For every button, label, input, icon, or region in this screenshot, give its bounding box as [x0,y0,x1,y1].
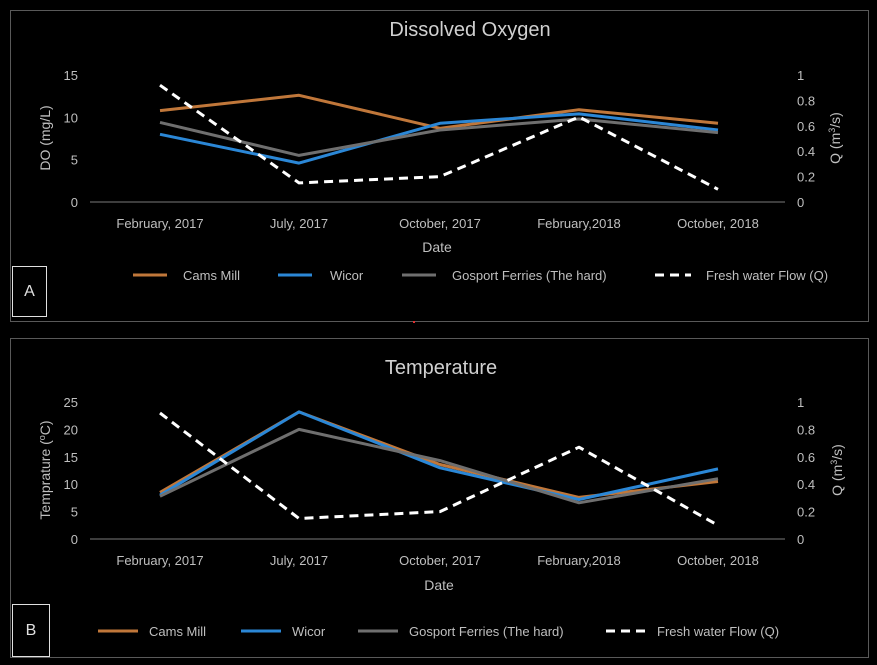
y-tick-label: 0 [71,532,78,547]
temperature-chart: Temperature Date Temprature (oC) Q (m3/s… [37,357,845,639]
series-line-wicor [159,112,719,165]
x-axis-title: Date [422,239,452,255]
chart-title: Temperature [385,357,497,379]
y-tick-label: 5 [71,505,78,520]
series-line-fresh-water-flow-q [159,411,719,527]
y2-axis-title-suffix: /s) [827,112,843,128]
series-line-cams-mill [159,93,719,130]
legend-label: Fresh water Flow (Q) [657,624,779,639]
plot-area: 0 5 10 15 0 0.2 0.4 0.6 0.8 1 February, 2017 July, … [64,68,816,231]
x-tick-label: February,2018 [537,216,621,231]
y2-axis-title-sup: 3 [827,128,837,133]
x-tick-label: February, 2017 [116,553,203,568]
y-axis-title: DO (mg/L) [37,105,53,170]
chart-panel-b [10,338,869,658]
y2-tick-label: 0.4 [797,144,815,159]
y-tick-label: 0 [71,195,78,210]
y2-axis-title-prefix: Q (m [829,465,845,496]
y2-tick-label: 0 [797,532,804,547]
series-line-gosport-ferries-the-hard [159,117,719,157]
y2-tick-label: 1 [797,395,804,410]
y-axis-title: Temprature (oC) [37,420,53,519]
y2-tick-label: 1 [797,68,804,83]
y2-axis-title-suffix: /s) [829,444,845,460]
y-tick-label: 15 [64,450,78,465]
legend-label: Gosport Ferries (The hard) [409,624,564,639]
y2-axis-title: Q (m3/s) [829,444,845,496]
legend-label: Wicor [292,624,326,639]
legend: Cams Mill Wicor Gosport Ferries (The hard)… [133,268,828,283]
x-tick-label: October, 2018 [677,553,759,568]
y2-tick-label: 0.8 [797,93,815,108]
y-tick-label: 15 [64,68,78,83]
y2-tick-label: 0.8 [797,422,815,437]
y-tick-label: 10 [64,477,78,492]
y-tick-label: 20 [64,422,78,437]
x-tick-label: October, 2017 [399,553,481,568]
y2-axis-title: Q (m3/s) [827,112,843,164]
y2-tick-label: 0.2 [797,505,815,520]
y-axis-title-sup: o [37,435,47,440]
x-tick-label: July, 2017 [270,216,328,231]
series-line-wicor [159,410,719,501]
x-tick-label: October, 2018 [677,216,759,231]
legend-label: Wicor [330,268,364,283]
x-axis-title: Date [424,577,454,593]
y2-tick-label: 0.2 [797,170,815,185]
legend-label: Cams Mill [183,268,240,283]
y-tick-label: 10 [64,110,78,125]
y2-tick-label: 0 [797,195,804,210]
x-tick-label: February, 2017 [116,216,203,231]
y2-axis-title-prefix: Q (m [827,133,843,164]
dissolved-oxygen-chart: Dissolved Oxygen Date DO (mg/L) Q (m3/s)… [37,19,843,283]
red-dot-mark [413,321,415,323]
legend-label: Gosport Ferries (The hard) [452,268,607,283]
series-line-fresh-water-flow-q [159,83,719,191]
y-axis-title-prefix: Temprature ( [37,440,53,520]
y-tick-label: 25 [64,395,78,410]
chart-title: Dissolved Oxygen [389,19,550,41]
x-tick-label: February,2018 [537,553,621,568]
legend: Cams Mill Wicor Gosport Ferries (The hard)… [98,624,779,639]
panel-label-b: B [12,604,50,657]
panel-label-a: A [12,266,47,317]
plot-area: 0 5 10 15 20 25 0 0.2 0.4 0.6 0.8 1 February, 2017 Ju… [64,395,816,568]
y-axis-title-suffix: C) [37,420,53,435]
series-line-gosport-ferries-the-hard [159,427,719,505]
legend-label: Fresh water Flow (Q) [706,268,828,283]
x-tick-label: July, 2017 [270,553,328,568]
y-tick-label: 5 [71,153,78,168]
y2-axis-title-sup: 3 [829,460,839,465]
x-tick-label: October, 2017 [399,216,481,231]
y2-tick-label: 0.6 [797,119,815,134]
chart-panel-a [10,10,869,322]
y2-tick-label: 0.4 [797,477,815,492]
legend-label: Cams Mill [149,624,206,639]
y2-tick-label: 0.6 [797,450,815,465]
